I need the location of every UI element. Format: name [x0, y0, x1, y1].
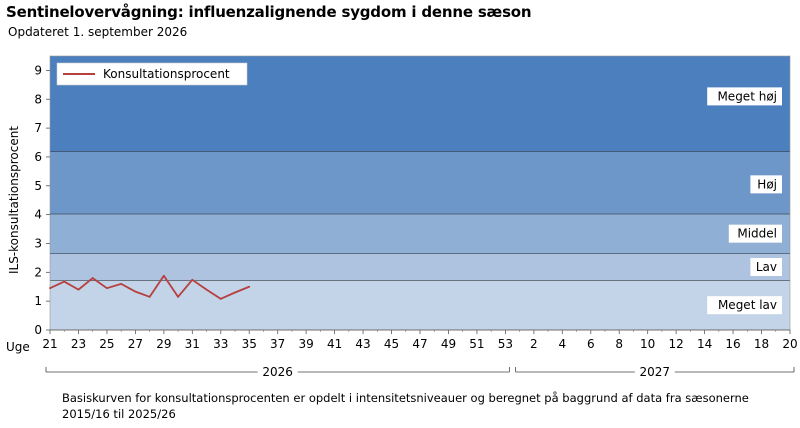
page-title: Sentinelovervågning: influenzalignende s…: [6, 3, 532, 21]
y-tick-label: 0: [34, 323, 42, 337]
x-tick-label: 2: [530, 337, 538, 351]
data-point: [49, 287, 51, 290]
data-point: [248, 285, 251, 288]
y-tick-label: 7: [34, 121, 42, 135]
x-tick-label: 47: [412, 337, 427, 351]
page-subtitle: Opdateret 1. september 2026: [8, 25, 188, 39]
x-axis-label: Uge: [6, 340, 30, 354]
data-point: [106, 287, 108, 290]
y-tick-label: 5: [34, 179, 42, 193]
intensity-label-0: Meget lav: [707, 296, 782, 315]
intensity-bands: [49, 55, 791, 331]
data-point: [134, 290, 137, 293]
y-tick-label: 1: [34, 294, 42, 308]
x-tick-label: 37: [270, 337, 285, 351]
x-tick-label: 8: [615, 337, 623, 351]
y-tick-label: 3: [34, 236, 42, 250]
intensity-label-text: Middel: [737, 227, 777, 241]
intensity-label-box: [707, 87, 782, 106]
intensity-label-text: Meget lav: [718, 298, 777, 312]
x-tick-label: 33: [213, 337, 228, 351]
x-tick-label: 43: [355, 337, 370, 351]
x-tick-label: 20: [782, 337, 797, 351]
data-point: [63, 280, 66, 283]
intensity-band-0: [50, 280, 790, 330]
intensity-label-box: [728, 224, 782, 243]
legend-label: Konsultationsprocent: [103, 67, 230, 81]
x-tick-label: 18: [754, 337, 769, 351]
intensity-band-labels: Meget lav Lav Middel Høj Meget høj: [707, 87, 782, 315]
x-tick-label: 49: [441, 337, 456, 351]
data-point: [77, 288, 80, 291]
y-tick-label: 6: [34, 150, 42, 164]
x-tick-label: 29: [156, 337, 171, 351]
intensity-label-4: Meget høj: [707, 87, 782, 106]
x-tick-label: 31: [185, 337, 200, 351]
intensity-band-3: [50, 151, 790, 214]
series-layer: [49, 274, 251, 300]
y-axis: 0 1 2 3 4 5 6 7 8 9: [34, 63, 50, 337]
intensity-label-box: [707, 296, 782, 315]
intensity-label-text: Høj: [757, 177, 777, 191]
legend: Konsultationsprocent: [56, 62, 248, 86]
y-tick-label: 4: [34, 208, 42, 222]
x-axis: 21 23 25 27 29 31 33 35 37 39 41 43 45 47 49 51 53 2 4 6 8 10…: [42, 329, 798, 379]
data-point: [191, 278, 194, 281]
year-label: 2027: [640, 365, 671, 379]
intensity-label-box: [750, 175, 782, 194]
intensity-band-1: [50, 253, 790, 281]
x-tick-label: 25: [99, 337, 114, 351]
x-tick-label: 45: [384, 337, 399, 351]
x-tick-label: 53: [498, 337, 513, 351]
x-tick-label: 23: [71, 337, 86, 351]
x-tick-label: 4: [558, 337, 566, 351]
data-point: [234, 291, 236, 294]
x-tick-label: 35: [242, 337, 257, 351]
data-point: [148, 295, 151, 298]
x-tick-label: 41: [327, 337, 342, 351]
intensity-label-text: Meget høj: [717, 89, 777, 103]
intensity-label-2: Middel: [728, 224, 782, 243]
legend-box: [56, 62, 248, 86]
x-tick-label: 12: [669, 337, 684, 351]
footnote: Basiskurven for konsultationsprocenten e…: [62, 391, 749, 421]
x-tick-label: 16: [725, 337, 740, 351]
y-tick-label: 2: [34, 265, 42, 279]
y-tick-label: 8: [34, 92, 42, 106]
data-point: [219, 297, 222, 300]
x-tick-label: 51: [469, 337, 484, 351]
intensity-label-text: Lav: [756, 260, 777, 274]
data-point: [177, 295, 179, 298]
y-axis-label: ILS-konsultationsprocent: [7, 126, 21, 274]
x-tick-label: 39: [299, 337, 314, 351]
intensity-band-2: [50, 213, 790, 254]
x-tick-label: 6: [587, 337, 595, 351]
year-label: 2026: [262, 365, 293, 379]
data-point: [91, 277, 94, 279]
x-tick-label: 14: [697, 337, 712, 351]
data-point: [162, 274, 165, 277]
intensity-label-1: Lav: [750, 257, 782, 276]
data-point: [205, 288, 208, 291]
x-tick-label: 10: [640, 337, 655, 351]
intensity-label-box: [750, 257, 782, 276]
x-tick-label: 21: [42, 337, 57, 351]
y-tick-label: 9: [34, 63, 42, 77]
x-tick-label: 27: [128, 337, 143, 351]
data-point: [120, 282, 123, 285]
intensity-label-3: Høj: [750, 175, 782, 194]
